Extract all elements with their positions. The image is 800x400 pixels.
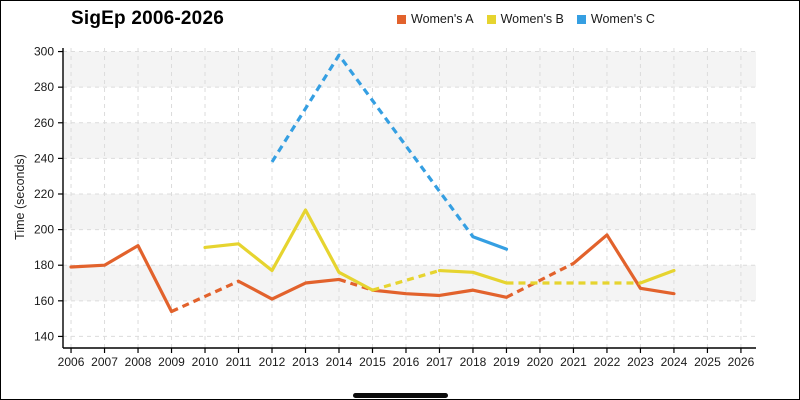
series-line-women-s-a: [571, 233, 676, 296]
x-tick-label-2017: 2017: [426, 355, 453, 369]
x-tick-label-2011: 2011: [226, 355, 252, 369]
x-tick-label-2012: 2012: [259, 355, 286, 369]
y-tick-label-220: 220: [34, 187, 54, 201]
x-tick-label-2021: 2021: [560, 355, 587, 369]
legend-item-womens-b[interactable]: Women's B: [486, 12, 564, 26]
band-200-220: [63, 193, 756, 230]
y-tick-label-280: 280: [34, 80, 54, 94]
x-tick-label-2019: 2019: [493, 355, 520, 369]
legend-swatch-womens-b: [486, 14, 496, 24]
x-tick-label-2008: 2008: [125, 355, 152, 369]
x-tick-label-2015: 2015: [359, 355, 386, 369]
y-tick-label-260: 260: [34, 116, 54, 130]
series-line-women-s-a-dashed: [505, 262, 575, 299]
x-tick-label-2009: 2009: [158, 355, 185, 369]
y-tick-label-140: 140: [34, 329, 54, 343]
legend-label-womens-c: Women's C: [590, 12, 655, 26]
series-line-women-s-a: [236, 277, 341, 301]
y-tick-label-240: 240: [34, 151, 54, 165]
series-line-women-s-a: [370, 288, 509, 299]
series-line-women-s-c-dashed: [270, 53, 475, 238]
series-line-women-s-c: [471, 235, 509, 251]
x-tick-label-2007: 2007: [91, 355, 118, 369]
x-tick-label-2024: 2024: [661, 355, 688, 369]
series-line-women-s-a-dashed: [170, 279, 240, 313]
series-line-women-s-a: [69, 244, 174, 314]
x-tick-label-2013: 2013: [292, 355, 319, 369]
y-axis-label: Time (seconds): [13, 154, 27, 240]
x-tick-label-2020: 2020: [527, 355, 554, 369]
chart-title: SigEp 2006-2026: [71, 8, 224, 29]
band-280-300: [63, 51, 756, 88]
chart-legend: Women's A Women's B Women's C: [397, 12, 655, 26]
series-line-women-s-b: [638, 268, 676, 285]
legend-swatch-womens-c: [576, 14, 586, 24]
legend-swatch-womens-a: [397, 14, 406, 24]
legend-item-womens-c[interactable]: Women's C: [576, 12, 655, 26]
x-tick-label-2014: 2014: [326, 355, 353, 369]
x-tick-label-2006: 2006: [58, 355, 85, 369]
legend-item-womens-a[interactable]: Women's A: [397, 12, 474, 26]
y-tick-label-300: 300: [34, 45, 54, 59]
series-line-women-s-b: [437, 268, 509, 285]
y-tick-label-180: 180: [34, 258, 54, 272]
x-tick-label-2018: 2018: [460, 355, 487, 369]
legend-label-womens-a: Women's A: [411, 12, 474, 26]
home-indicator-bar[interactable]: [353, 393, 448, 398]
x-tick-label-2023: 2023: [627, 355, 654, 369]
x-tick-label-2025: 2025: [694, 355, 721, 369]
x-tick-label-2026: 2026: [728, 355, 755, 369]
series-line-women-s-b: [203, 208, 375, 292]
legend-label-womens-b: Women's B: [500, 12, 564, 26]
x-tick-label-2016: 2016: [393, 355, 420, 369]
y-tick-label-160: 160: [34, 294, 54, 308]
y-tick-label-200: 200: [34, 223, 54, 237]
x-tick-label-2010: 2010: [192, 355, 219, 369]
x-tick-label-2022: 2022: [594, 355, 621, 369]
